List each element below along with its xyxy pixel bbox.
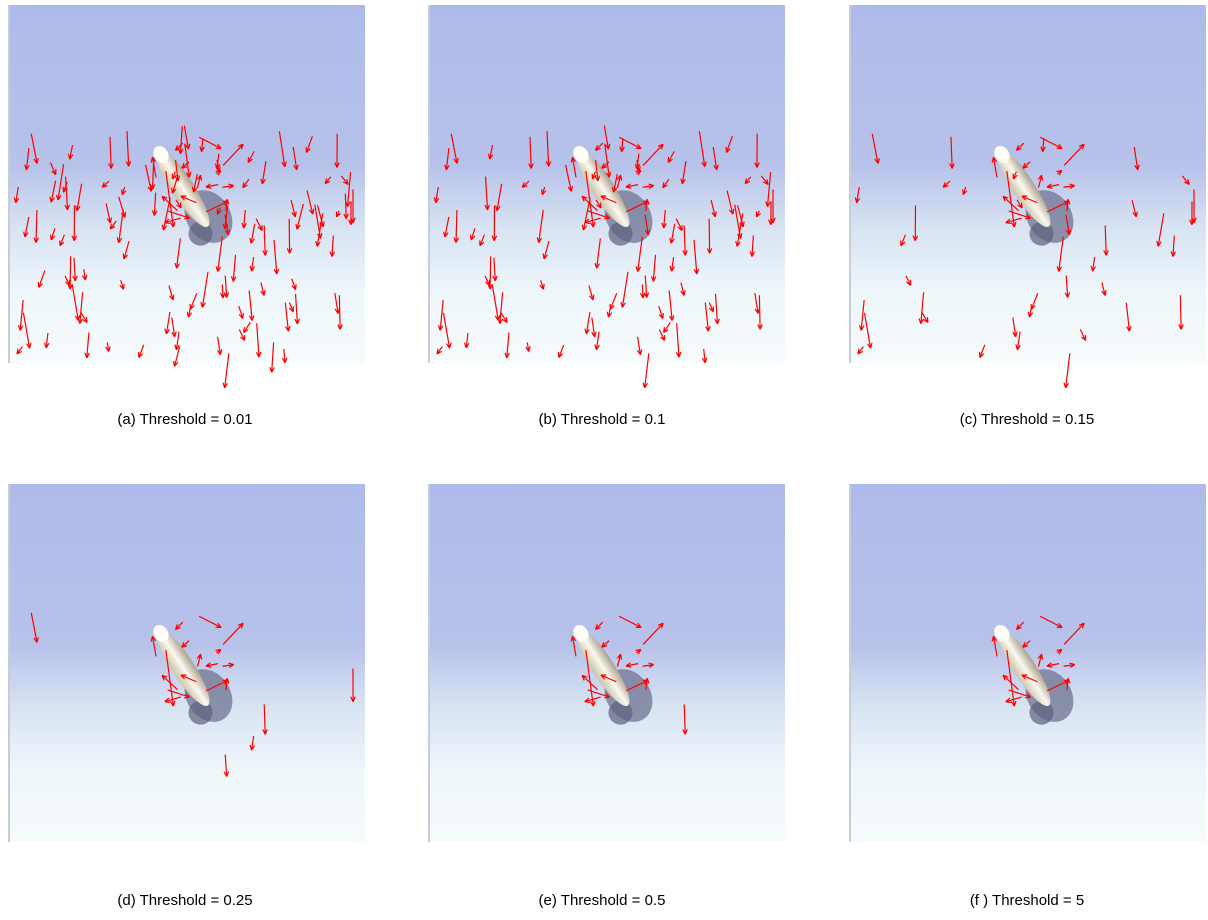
caption: (c) Threshold = 0.15	[960, 411, 1094, 428]
page: {"panels": [ {"caption": "(a) Threshold …	[0, 0, 1208, 915]
panel	[849, 484, 1206, 842]
caption: (f ) Threshold = 5	[970, 892, 1084, 909]
caption: (e) Threshold = 0.5	[539, 892, 666, 909]
caption: (b) Threshold = 0.1	[539, 411, 666, 428]
caption: (d) Threshold = 0.25	[117, 892, 252, 909]
caption: (a) Threshold = 0.01	[117, 411, 252, 428]
image-edge	[849, 5, 851, 363]
image-edge	[8, 5, 10, 363]
image-edge	[428, 484, 430, 842]
panel	[8, 5, 365, 388]
figure: (a) Threshold = 0.01 (b) Threshold = 0.1 (…	[0, 0, 1208, 915]
panel	[428, 484, 785, 842]
image-edge	[849, 484, 851, 842]
panel	[849, 5, 1206, 388]
panel	[8, 484, 365, 842]
image-edge	[428, 5, 430, 363]
panel	[428, 5, 785, 388]
image-edge	[8, 484, 10, 842]
